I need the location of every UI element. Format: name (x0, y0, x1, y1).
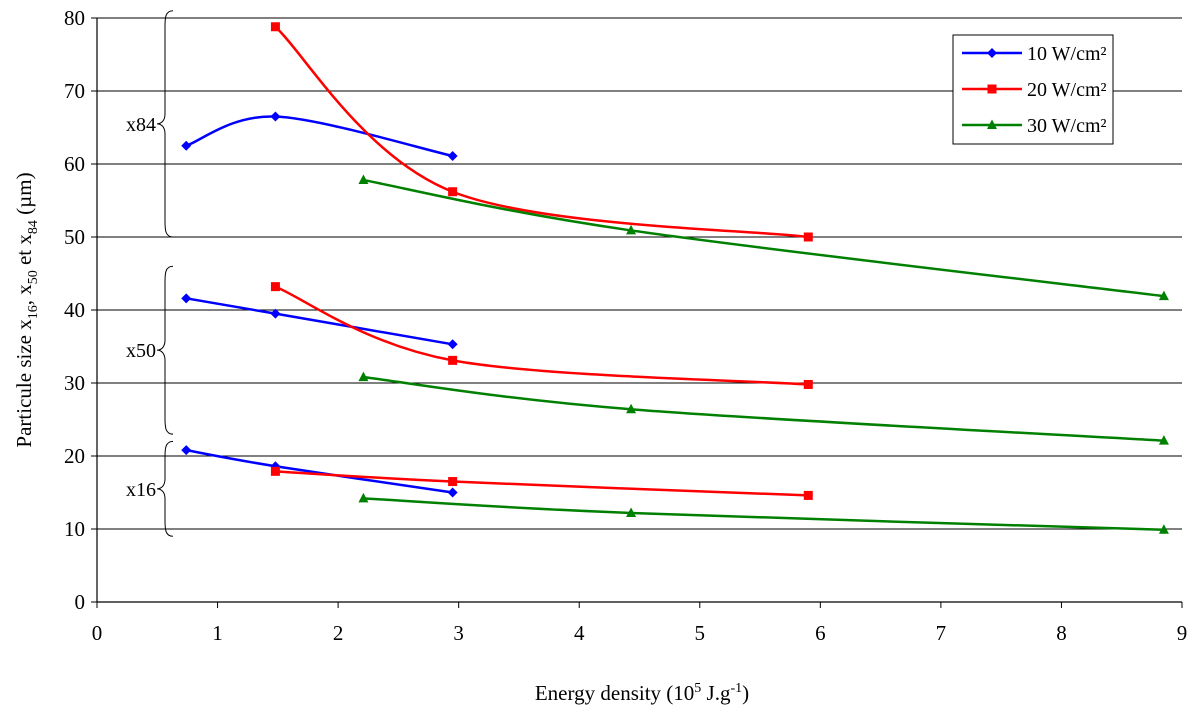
y-axis-title: Particule size x16, x50 et x84 (µm) (12, 172, 41, 447)
legend-label-3: 30 W/cm² (1027, 115, 1107, 137)
series-line-3-group-1 (363, 178, 1165, 298)
data-point-series-3 (358, 492, 369, 503)
group-label-x84: x84 (126, 114, 156, 136)
legend-marker-1 (987, 48, 997, 58)
y-tick-label: 30 (64, 371, 85, 395)
data-point-series-1 (181, 293, 192, 304)
group-brackets: x84 x50 x16 (126, 10, 174, 537)
data-point-series-2 (803, 490, 813, 500)
data-point-series-1 (447, 487, 458, 498)
legend-label-1: 10 W/cm² (1027, 43, 1107, 65)
y-tick-label: 80 (64, 6, 85, 30)
data-point-series-3 (1158, 290, 1169, 301)
x-tick-label: 1 (212, 621, 223, 645)
x-axis-title: Energy density (105 J.g-1) (535, 681, 749, 705)
x-tick-label: 0 (92, 621, 103, 645)
y-tick-label: 20 (64, 444, 85, 468)
y-tick-label: 40 (64, 298, 85, 322)
data-point-series-1 (447, 150, 458, 161)
data-point-series-2 (803, 232, 813, 242)
x-tick-label: 9 (1177, 621, 1188, 645)
data-point-series-1 (181, 445, 192, 456)
data-point-series-3 (626, 507, 637, 517)
group-label-x16: x16 (126, 479, 156, 501)
data-point-series-2 (448, 187, 458, 197)
data-point-series-2 (270, 22, 280, 32)
y-tick-label: 10 (64, 517, 85, 541)
x-tick-label: 6 (815, 621, 826, 645)
series-line-3-group-2 (363, 375, 1164, 442)
x-tick-label: 7 (936, 621, 947, 645)
series-line-2-group-3 (275, 470, 809, 497)
series-line-1-group-2 (185, 297, 453, 346)
tick-labels: 0 10 20 30 40 50 60 70 80 0 1 2 3 4 5 6 7 8 9 (64, 6, 1187, 645)
y-tick-label: 50 (64, 225, 85, 249)
x-tick-label: 8 (1056, 621, 1067, 645)
data-point-series-2 (448, 355, 458, 365)
data-point-series-2 (448, 477, 458, 487)
data-point-series-3 (1158, 524, 1169, 534)
data-point-series-2 (270, 466, 280, 476)
series-lines (185, 25, 1165, 531)
data-point-series-1 (181, 140, 192, 151)
gridlines (97, 17, 1182, 530)
data-point-series-2 (803, 379, 813, 389)
data-point-series-1 (270, 111, 281, 122)
legend: 10 W/cm² 20 W/cm² 30 W/cm² (952, 34, 1114, 145)
x-tick-label: 5 (695, 621, 706, 645)
group-label-x50: x50 (126, 340, 156, 362)
y-tick-label: 70 (64, 79, 85, 103)
y-tick-label: 0 (75, 590, 86, 614)
series-line-1-group-3 (185, 448, 453, 494)
data-point-series-3 (1158, 435, 1169, 445)
legend-marker-3 (987, 119, 997, 129)
bracket-x16 (156, 440, 174, 537)
axes (91, 17, 1183, 608)
data-point-series-1 (447, 339, 458, 350)
x-tick-label: 2 (333, 621, 344, 645)
series-line-1-group-1 (185, 115, 453, 158)
series-line-2-group-2 (274, 285, 809, 386)
series-line-2-group-1 (274, 25, 809, 239)
legend-label-2: 20 W/cm² (1027, 79, 1107, 101)
data-point-series-3 (626, 403, 637, 414)
data-point-series-3 (358, 174, 369, 185)
series-markers (181, 22, 1169, 534)
legend-marker-2 (987, 84, 997, 94)
data-point-series-3 (626, 224, 637, 235)
x-tick-label: 3 (453, 621, 464, 645)
bracket-x50 (156, 265, 174, 435)
bracket-x84 (156, 10, 174, 238)
x-tick-label: 4 (574, 621, 585, 645)
y-tick-label: 60 (64, 152, 85, 176)
data-point-series-1 (270, 308, 281, 319)
series-line-3-group-3 (363, 497, 1164, 531)
data-point-series-3 (358, 371, 369, 382)
data-point-series-2 (270, 282, 280, 292)
